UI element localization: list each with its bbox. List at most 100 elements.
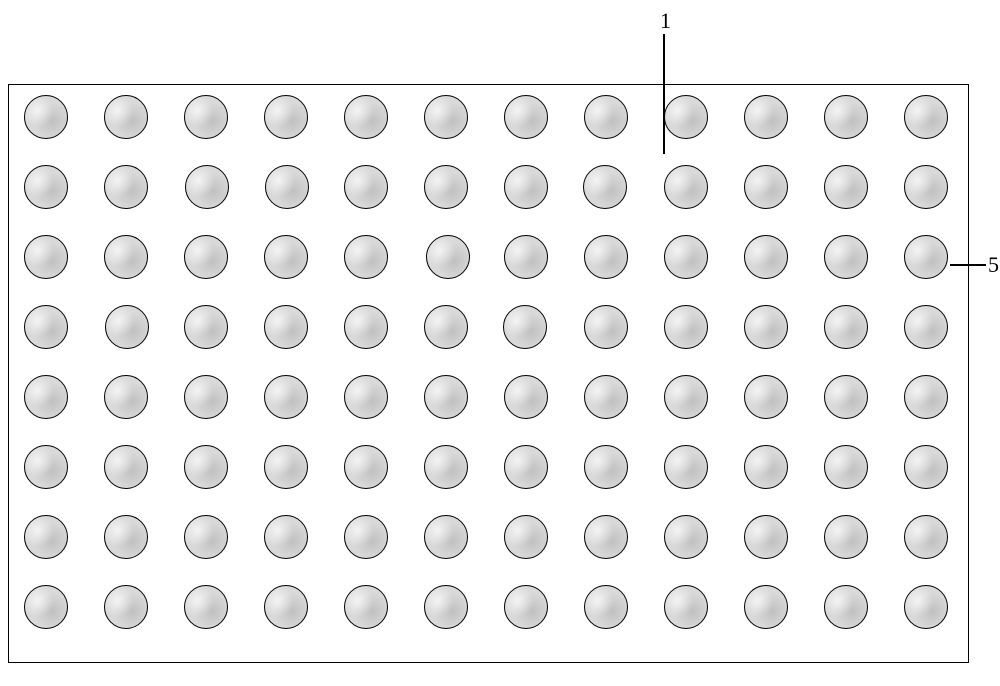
grid-dot (24, 515, 68, 559)
grid-dot (504, 515, 548, 559)
grid-dot (105, 305, 149, 349)
grid-dot (104, 585, 148, 629)
grid-dot (104, 95, 148, 139)
grid-dot (424, 165, 468, 209)
grid-dot (664, 95, 708, 139)
grid-dot (744, 305, 788, 349)
grid-dot (503, 305, 547, 349)
grid-dot (904, 235, 948, 279)
grid-dot (424, 95, 468, 139)
grid-dot (744, 585, 788, 629)
grid-dot (424, 445, 468, 489)
grid-dot (744, 165, 788, 209)
label-5: 5 (988, 252, 999, 278)
grid-dot (264, 375, 308, 419)
grid-dot (24, 235, 68, 279)
grid-dot (904, 585, 948, 629)
grid-dot (185, 165, 229, 209)
grid-dot (744, 95, 788, 139)
grid-dot (344, 95, 388, 139)
grid-dot (824, 305, 868, 349)
grid-dot (184, 445, 228, 489)
grid-dot (504, 165, 548, 209)
diagram-canvas: 15 (0, 0, 1000, 686)
grid-dot (344, 515, 388, 559)
grid-dot (904, 305, 948, 349)
grid-dot (904, 375, 948, 419)
grid-dot (824, 585, 868, 629)
grid-dot (184, 95, 228, 139)
grid-dot (904, 515, 948, 559)
grid-dot (264, 585, 308, 629)
grid-dot (184, 585, 228, 629)
grid-dot (744, 445, 788, 489)
grid-dot (424, 585, 468, 629)
grid-dot (24, 165, 68, 209)
grid-dot (904, 95, 948, 139)
label-1: 1 (660, 8, 671, 34)
grid-dot (184, 515, 228, 559)
grid-dot (584, 515, 628, 559)
grid-dot (504, 95, 548, 139)
grid-dot (24, 95, 68, 139)
grid-dot (744, 515, 788, 559)
grid-dot (104, 375, 148, 419)
grid-dot (104, 165, 148, 209)
grid-dot (824, 95, 868, 139)
grid-dot (424, 305, 468, 349)
grid-dot (104, 515, 148, 559)
grid-dot (184, 235, 228, 279)
grid-dot (184, 375, 228, 419)
grid-dot (584, 445, 628, 489)
grid-dot (24, 305, 68, 349)
grid-dot (265, 165, 309, 209)
grid-dot (904, 445, 948, 489)
grid-dot (824, 445, 868, 489)
grid-dot (264, 95, 308, 139)
grid-dot (744, 375, 788, 419)
label-5-leader (950, 264, 986, 266)
grid-dot (184, 305, 228, 349)
grid-dot (664, 235, 708, 279)
grid-dot (583, 165, 627, 209)
grid-dot (584, 305, 628, 349)
grid-dot (664, 585, 708, 629)
grid-dot (24, 585, 68, 629)
grid-dot (504, 445, 548, 489)
grid-dot (584, 585, 628, 629)
grid-dot (664, 375, 708, 419)
grid-dot (584, 375, 628, 419)
grid-dot (344, 375, 388, 419)
grid-dot (664, 305, 708, 349)
grid-dot (824, 515, 868, 559)
grid-dot (424, 375, 468, 419)
grid-dot (344, 165, 388, 209)
grid-dot (824, 235, 868, 279)
grid-dot (424, 515, 468, 559)
grid-dot (426, 235, 470, 279)
label-1-leader (663, 34, 665, 154)
grid-dot (824, 375, 868, 419)
grid-dot (664, 445, 708, 489)
grid-dot (104, 445, 148, 489)
grid-dot (584, 235, 628, 279)
grid-dot (264, 515, 308, 559)
grid-dot (104, 235, 148, 279)
grid-dot (504, 375, 548, 419)
grid-dot (344, 585, 388, 629)
grid-dot (824, 165, 868, 209)
grid-dot (904, 165, 948, 209)
grid-dot (344, 235, 388, 279)
grid-dot (24, 375, 68, 419)
grid-dot (264, 305, 308, 349)
grid-dot (664, 515, 708, 559)
grid-dot (344, 305, 388, 349)
grid-dot (24, 445, 68, 489)
grid-dot (584, 95, 628, 139)
grid-dot (664, 165, 708, 209)
grid-dot (264, 445, 308, 489)
grid-dot (744, 235, 788, 279)
grid-dot (504, 235, 548, 279)
grid-dot (344, 445, 388, 489)
grid-dot (504, 585, 548, 629)
